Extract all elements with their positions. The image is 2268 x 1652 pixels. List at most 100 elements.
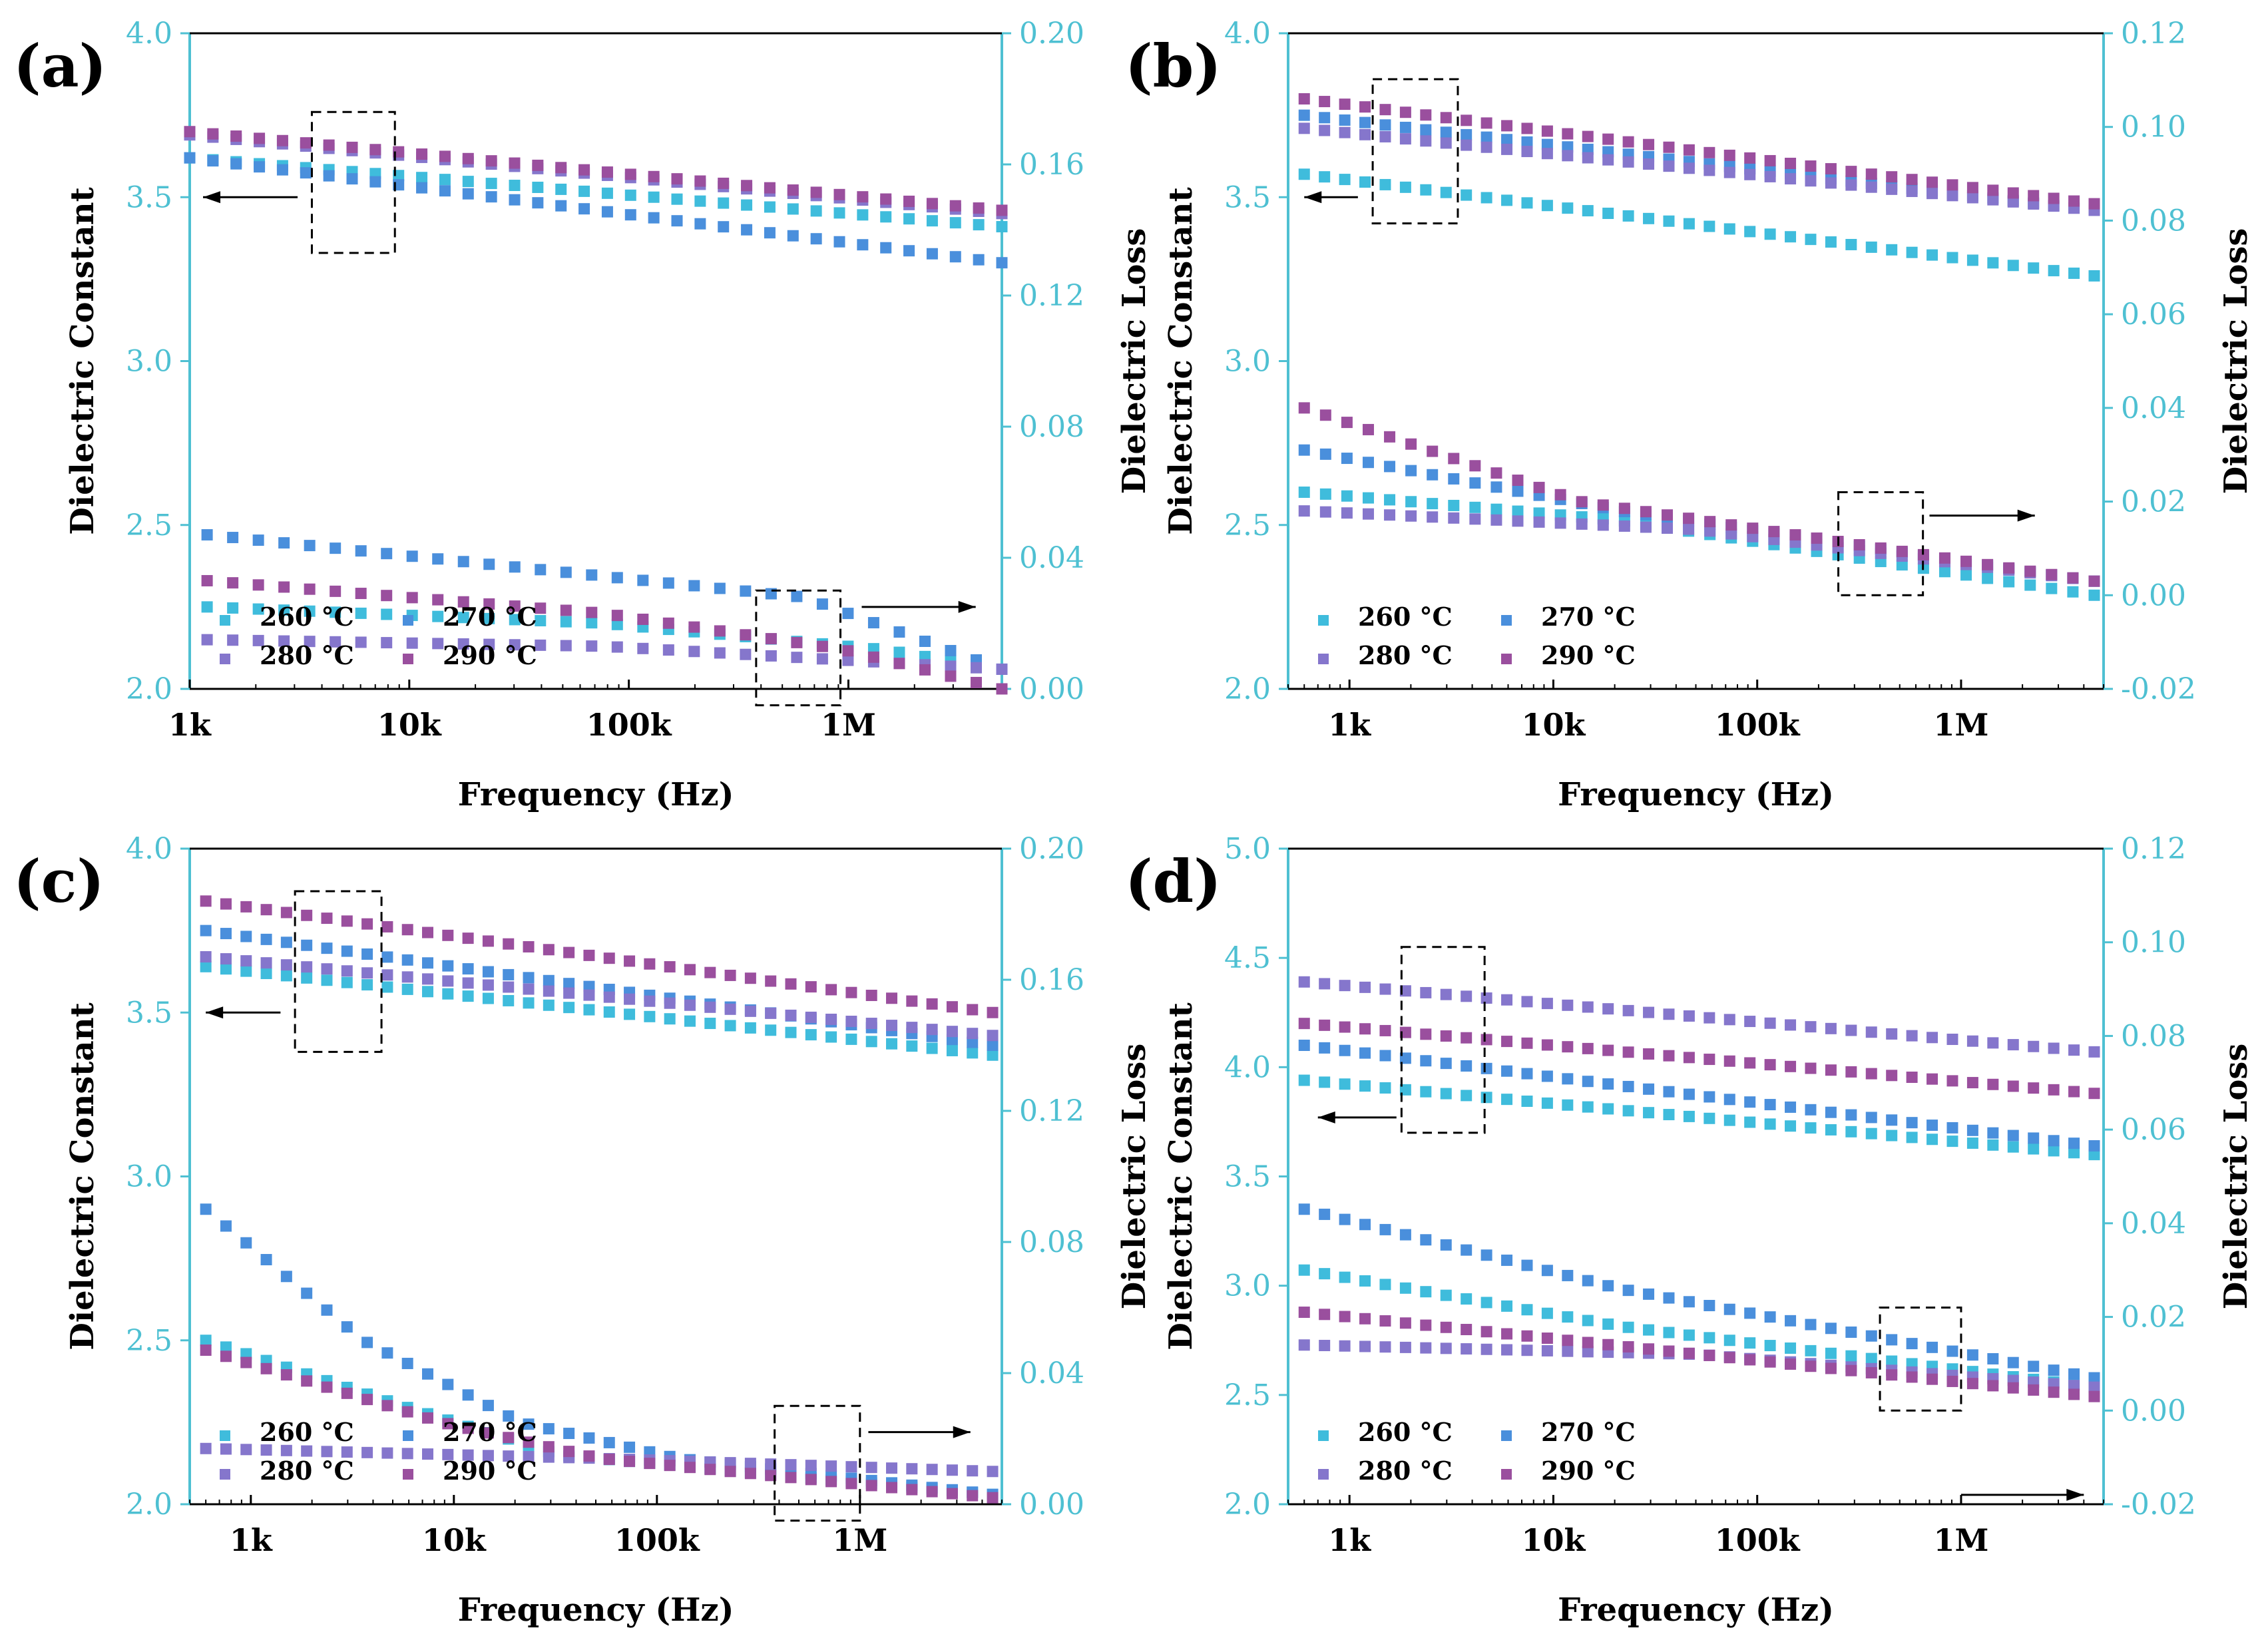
y-left-tick-label: 3.0	[1224, 1269, 1271, 1303]
data-point	[260, 1254, 272, 1266]
data-point	[1440, 1058, 1452, 1070]
data-point	[1845, 179, 1857, 191]
panel-a: (a) 1k 10k 100k 1M 2.0 2.5 3.0 3.5 4.0 0.00 0.04 0.0…	[13, 17, 1153, 813]
data-point	[2068, 195, 2080, 207]
data-point	[422, 957, 434, 969]
data-point	[1339, 980, 1351, 992]
data-point	[401, 1357, 413, 1369]
data-point	[1723, 1335, 1735, 1346]
data-point	[1960, 569, 1972, 581]
data-point	[1886, 1369, 1898, 1381]
data-point	[1643, 1107, 1655, 1119]
data-point	[624, 1456, 636, 1468]
data-point	[1663, 1086, 1675, 1098]
data-point	[1683, 1329, 1695, 1341]
data-point	[1501, 194, 1513, 206]
data-point	[381, 969, 393, 981]
data-point	[919, 664, 931, 676]
data-point	[254, 161, 266, 173]
y-right-tick-label: 0.02	[2121, 1301, 2186, 1335]
data-point	[301, 909, 313, 921]
data-point	[694, 218, 706, 230]
data-point	[714, 582, 726, 594]
y-right-tick-label: 0.00	[1019, 672, 1084, 706]
data-point	[601, 187, 613, 199]
data-point	[442, 975, 454, 987]
data-point	[1399, 1282, 1411, 1294]
data-point	[301, 1445, 313, 1457]
data-point	[1362, 508, 1374, 520]
data-point	[1461, 1324, 1473, 1336]
data-point	[1359, 116, 1371, 128]
data-point	[1622, 210, 1634, 222]
data-point	[439, 150, 451, 162]
data-point	[1704, 516, 1716, 528]
y-right-tick-label: 0.10	[2121, 110, 2186, 144]
data-point	[509, 157, 521, 169]
series-290-loss	[1298, 1307, 2100, 1402]
data-point	[1480, 131, 1492, 143]
data-point	[1399, 1341, 1411, 1353]
y-right-tick-label: 0.06	[2121, 1113, 2186, 1147]
data-point	[1541, 125, 1553, 137]
data-point	[857, 191, 869, 203]
data-point	[1744, 1016, 1756, 1028]
data-point	[1521, 1344, 1533, 1356]
data-point	[845, 1461, 857, 1473]
data-point	[532, 197, 544, 209]
data-point	[603, 1454, 615, 1466]
data-point	[694, 195, 706, 207]
data-point	[1420, 1234, 1432, 1246]
data-point	[1597, 499, 1609, 511]
data-point	[1785, 1019, 1797, 1031]
data-point	[1906, 174, 1918, 186]
legend-label: 280 °C	[260, 1456, 354, 1486]
data-point	[227, 634, 239, 646]
y-left-tick-label: 3.0	[126, 1160, 172, 1194]
data-point	[323, 139, 335, 151]
data-point	[1723, 1303, 1735, 1315]
data-point	[1764, 1059, 1776, 1071]
data-point	[1845, 1350, 1857, 1362]
data-point	[2028, 1384, 2040, 1396]
data-point	[1764, 1356, 1776, 1368]
data-point	[1541, 1333, 1553, 1344]
data-point	[1379, 130, 1391, 142]
data-point	[1501, 1328, 1513, 1340]
legend-label: 260 °C	[1358, 602, 1453, 632]
dashed-box	[310, 110, 396, 254]
data-point	[1785, 1342, 1797, 1354]
data-point	[664, 1460, 676, 1472]
data-point	[1785, 173, 1797, 185]
data-point	[810, 233, 822, 245]
data-point	[1764, 1099, 1776, 1111]
data-point	[1744, 168, 1756, 180]
data-point	[462, 977, 474, 989]
data-point	[200, 895, 212, 907]
data-point	[1723, 1114, 1735, 1126]
data-point	[1440, 1289, 1452, 1301]
y-right-tick-label: 0.04	[1019, 541, 1084, 575]
data-point	[1764, 1017, 1776, 1029]
y-right-tick-label: 0.12	[2121, 832, 2186, 866]
data-point	[1576, 496, 1588, 508]
data-point	[1845, 1024, 1857, 1036]
y-left-tick-label: 3.5	[1224, 180, 1271, 214]
data-point	[949, 251, 961, 263]
data-point	[1512, 475, 1524, 487]
dashed-box	[1400, 946, 1486, 1134]
data-point	[996, 683, 1008, 695]
series-270-loss	[201, 529, 1008, 675]
data-point	[462, 990, 474, 1002]
data-point	[603, 1436, 615, 1448]
legend-marker	[403, 615, 413, 626]
data-point	[1602, 133, 1614, 145]
data-point	[1845, 1326, 1857, 1338]
data-point	[1490, 467, 1502, 479]
data-point	[260, 1444, 272, 1456]
data-point	[260, 968, 272, 980]
y-axis-left-title: Dielectric Constant	[1162, 187, 1200, 535]
arrow-head	[1304, 191, 1322, 204]
data-point	[578, 185, 590, 197]
data-point	[560, 604, 572, 616]
